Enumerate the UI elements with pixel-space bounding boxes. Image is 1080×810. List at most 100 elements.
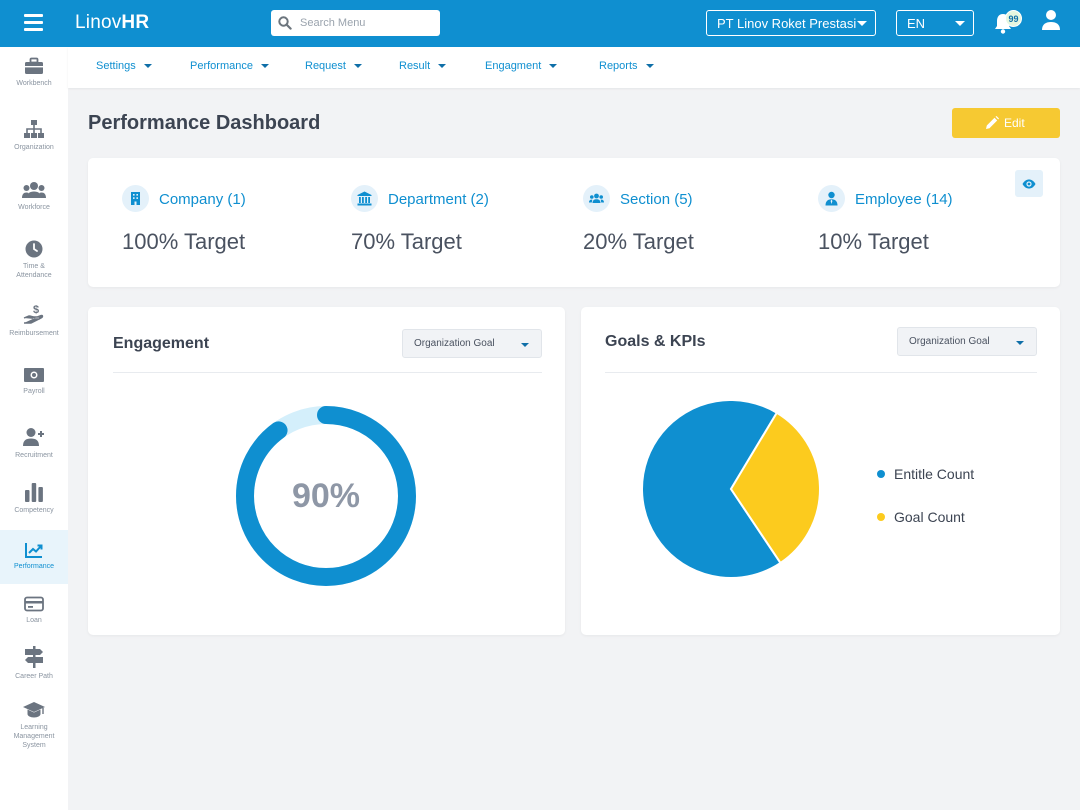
target-icon-badge xyxy=(583,185,610,212)
sidebar-item-recruitment[interactable]: Recruitment xyxy=(0,427,68,477)
subnav-request[interactable]: Request xyxy=(305,60,362,72)
sidebar-item-label: Performance xyxy=(13,563,55,570)
goals-filter-select[interactable]: Organization Goal xyxy=(897,327,1037,356)
target-value: 100% Target xyxy=(122,229,246,254)
target-name[interactable]: Company (1) xyxy=(159,191,246,208)
company-select-value: PT Linov Roket Prestasi xyxy=(717,16,857,31)
people-icon xyxy=(22,182,46,198)
top-bar: LinovHR PT Linov Roket Prestasi EN 99 xyxy=(0,0,1080,47)
credit-card-icon xyxy=(24,596,44,612)
target-icon-badge xyxy=(818,185,845,212)
goals-filter-value: Organization Goal xyxy=(909,336,990,347)
subnav-label: Reports xyxy=(599,60,638,72)
sidebar-item-loan[interactable]: Loan xyxy=(0,596,68,646)
chevron-down-icon xyxy=(955,21,965,26)
chevron-down-icon xyxy=(260,64,269,69)
sidebar-item-label: Workforce xyxy=(18,204,50,211)
engagement-title: Engagement xyxy=(113,335,210,352)
legend-item-entitle-count: Entitle Count xyxy=(877,466,974,482)
sidebar-item-label: Time & Attendance xyxy=(16,263,52,279)
sidebar-item-label: Competency xyxy=(14,507,54,514)
chevron-down-icon xyxy=(521,343,529,347)
pie-slice-goal-count[interactable] xyxy=(729,411,821,565)
notification-badge: 99 xyxy=(1005,10,1022,27)
sidebar-item-workforce[interactable]: Workforce xyxy=(0,181,68,231)
chevron-down-icon xyxy=(645,64,654,69)
signpost-icon xyxy=(25,646,43,668)
clock-icon xyxy=(25,240,43,258)
sidebar-item-label: Career Path xyxy=(15,673,53,680)
subnav-label: Settings xyxy=(96,60,136,72)
legend-dot xyxy=(877,470,885,479)
sidebar-item-organization[interactable]: Organization xyxy=(0,119,68,169)
sub-navigation: Settings Performance Request Result Enga… xyxy=(68,47,1080,88)
search-icon xyxy=(278,16,292,30)
language-select-value: EN xyxy=(907,16,926,31)
sidebar-item-workbench[interactable]: Workbench xyxy=(0,57,68,107)
sidebar-item-label: Organization xyxy=(14,144,54,151)
sidebar-item-label: Reimbursement xyxy=(9,330,59,337)
legend-label: Entitle Count xyxy=(894,466,975,482)
targets-card: Company (1) 100% Target Department (2) 7… xyxy=(88,158,1060,287)
subnav-label: Result xyxy=(399,60,431,72)
sidebar-item-label: Loan xyxy=(26,617,42,624)
legend-dot xyxy=(877,513,885,522)
company-select[interactable]: PT Linov Roket Prestasi xyxy=(706,10,876,36)
hamburger-menu-icon[interactable] xyxy=(24,14,43,31)
eye-icon xyxy=(1022,179,1036,189)
pie-slice-entitle-count[interactable] xyxy=(641,401,782,579)
graduation-cap-icon xyxy=(23,702,45,718)
sidebar-item-learning-management-system[interactable]: Learning Management System xyxy=(0,701,68,761)
visibility-toggle-button[interactable] xyxy=(1015,170,1043,197)
legend-label: Goal Count xyxy=(894,509,965,525)
language-select[interactable]: EN xyxy=(896,10,974,36)
user-plus-icon xyxy=(23,428,44,446)
target-name[interactable]: Department (2) xyxy=(388,191,489,208)
chevron-down-icon xyxy=(353,64,362,69)
brand-logo[interactable]: LinovHR xyxy=(75,12,149,34)
sidebar-item-label: Workbench xyxy=(16,80,52,87)
employee-icon xyxy=(825,191,838,206)
subnav-reports[interactable]: Reports xyxy=(599,60,654,72)
sidebar-item-time-attendance[interactable]: Time & Attendance xyxy=(0,240,68,290)
sidebar-item-payroll[interactable]: Payroll xyxy=(0,367,68,417)
divider xyxy=(113,372,542,373)
sidebar-item-career-path[interactable]: Career Path xyxy=(0,646,68,696)
sidebar-item-label: Payroll xyxy=(23,388,45,395)
chevron-down-icon xyxy=(143,64,152,69)
sidebar-item-performance[interactable]: Performance xyxy=(0,530,68,584)
target-name[interactable]: Section (5) xyxy=(620,191,693,208)
org-chart-icon xyxy=(24,120,44,138)
target-icon-badge xyxy=(351,185,378,212)
engagement-percent: 90% xyxy=(291,477,361,515)
sidebar-item-reimbursement[interactable]: $ Reimbursement xyxy=(0,303,68,353)
subnav-label: Performance xyxy=(190,60,253,72)
engagement-filter-select[interactable]: Organization Goal xyxy=(402,329,542,358)
building-icon xyxy=(131,192,140,205)
edit-button[interactable]: Edit xyxy=(952,108,1060,138)
edit-button-label: Edit xyxy=(1004,116,1025,130)
hand-dollar-icon: $ xyxy=(23,304,44,324)
subnav-result[interactable]: Result xyxy=(399,60,447,72)
chevron-down-icon xyxy=(1016,341,1024,345)
progress-arc xyxy=(236,406,416,586)
sidebar-item-label: Learning Management System xyxy=(13,724,55,749)
bar-chart-icon xyxy=(25,483,43,502)
engagement-progress-ring xyxy=(236,406,416,586)
sidebar-item-competency[interactable]: Competency xyxy=(0,482,68,532)
target-value: 20% Target xyxy=(583,229,694,254)
engagement-card: Engagement Organization Goal 90% xyxy=(88,307,565,635)
subnav-settings[interactable]: Settings xyxy=(96,60,152,72)
chevron-down-icon xyxy=(438,64,447,69)
subnav-label: Engagment xyxy=(485,60,542,72)
search-input[interactable] xyxy=(300,13,435,33)
target-name[interactable]: Employee (14) xyxy=(855,191,953,208)
user-icon[interactable] xyxy=(1041,9,1061,31)
goals-pie-chart xyxy=(641,401,821,579)
page-title: Performance Dashboard xyxy=(88,112,321,134)
chevron-down-icon xyxy=(549,64,558,69)
subnav-engagment[interactable]: Engagment xyxy=(485,60,558,72)
subnav-performance[interactable]: Performance xyxy=(190,60,269,72)
engagement-filter-value: Organization Goal xyxy=(414,338,495,349)
brand-text-bold: HR xyxy=(121,12,150,33)
